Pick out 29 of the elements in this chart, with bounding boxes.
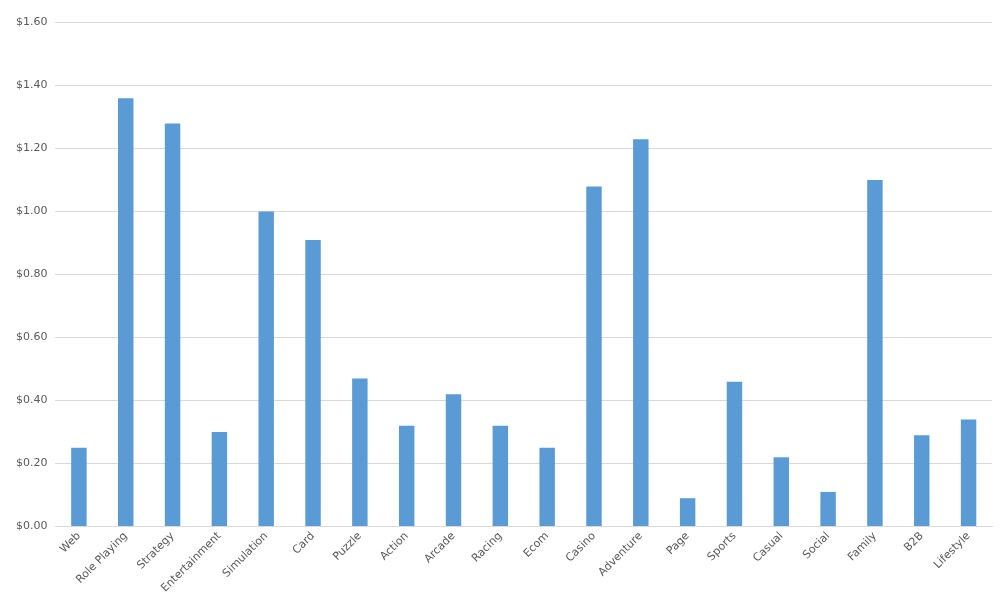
y-tick-label: $1.20 <box>15 141 48 155</box>
bar <box>586 186 602 527</box>
bar <box>726 381 743 527</box>
bar <box>867 180 883 527</box>
bar <box>492 425 509 527</box>
bar <box>71 447 87 527</box>
bar <box>211 432 228 527</box>
y-tick-label: $0.20 <box>15 456 48 470</box>
y-tick-label: $0.60 <box>15 330 48 344</box>
y-tick-label: $0.40 <box>15 393 48 407</box>
bar <box>305 239 321 527</box>
y-tick-label: $1.60 <box>15 15 48 29</box>
bar <box>118 98 134 527</box>
y-tick-label: $0.80 <box>15 267 48 281</box>
y-tick-label: $0.00 <box>15 519 48 533</box>
bar <box>820 491 836 527</box>
bar <box>679 498 696 527</box>
bar <box>633 139 649 527</box>
y-tick-label: $1.40 <box>15 78 48 92</box>
bar <box>539 447 555 527</box>
bar <box>960 419 977 527</box>
bar <box>398 425 415 527</box>
y-tick-label: $1.00 <box>15 204 48 218</box>
bar <box>773 457 790 527</box>
bar <box>164 123 181 527</box>
bar <box>352 378 368 527</box>
bar <box>914 435 930 527</box>
bar <box>445 394 462 527</box>
bar <box>258 211 274 527</box>
